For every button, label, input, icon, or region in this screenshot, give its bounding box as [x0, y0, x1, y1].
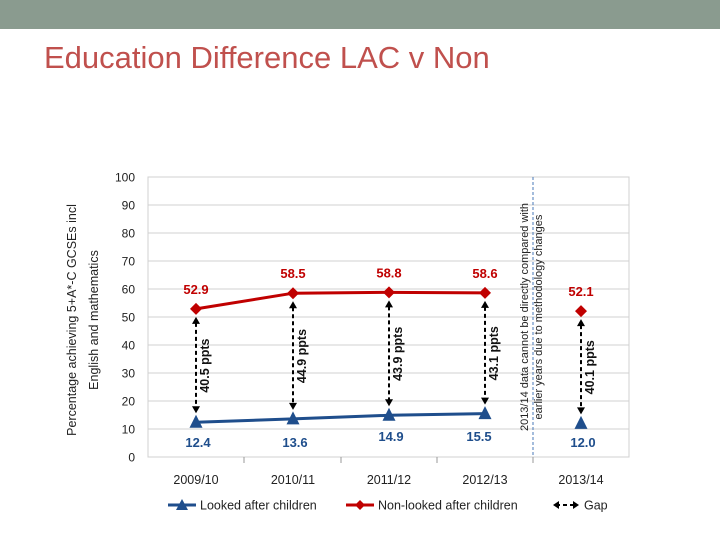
- lac-point: [286, 411, 300, 425]
- y-tick-label: 80: [122, 227, 136, 241]
- legend-non-lac-label: Non-looked after children: [378, 499, 518, 513]
- y-tick-label: 50: [122, 311, 136, 325]
- y-axis-title-line: Percentage achieving 5+A*-C GCSEs incl: [65, 204, 79, 436]
- gap-arrow-head-down: [385, 399, 393, 407]
- legend-non-lac-marker: [355, 500, 365, 510]
- y-tick-label: 70: [122, 255, 136, 269]
- y-axis-title-line: English and mathematics: [87, 250, 101, 390]
- x-tick-label: 2010/11: [271, 473, 315, 487]
- lac-data-label: 12.4: [185, 435, 211, 450]
- y-tick-label: 30: [122, 367, 136, 381]
- x-tick-label: 2013/14: [558, 473, 603, 487]
- y-tick-label: 20: [122, 395, 136, 409]
- gap-arrow-head-down: [192, 406, 200, 414]
- x-tick-label: 2012/13: [462, 473, 507, 487]
- gap-arrow-head-down: [481, 397, 489, 405]
- non-lac-data-label: 58.5: [280, 266, 305, 281]
- lac-point: [478, 406, 492, 420]
- gap-arrow-head-up: [385, 300, 393, 308]
- gap-arrow-head-down: [289, 402, 297, 410]
- non-lac-point: [287, 287, 299, 300]
- non-lac-data-label: 52.9: [183, 282, 208, 297]
- y-tick-label: 0: [128, 451, 135, 465]
- legend-gap-head-right: [573, 501, 579, 509]
- lac-point: [382, 407, 396, 421]
- gap-label: 40.1 ppts: [583, 340, 597, 394]
- y-tick-label: 40: [122, 339, 136, 353]
- lac-data-label: 15.5: [466, 429, 491, 444]
- legend-lac-marker: [176, 499, 188, 510]
- legend-gap-label: Gap: [584, 499, 608, 513]
- lac-series-line: [195, 412, 486, 424]
- gap-label: 43.9 ppts: [391, 327, 405, 381]
- non-lac-point: [479, 286, 491, 299]
- plot-border: [147, 176, 630, 458]
- lac-data-label: 12.0: [570, 435, 595, 450]
- methodology-annotation-line: earlier years due to methodology changes: [533, 214, 545, 419]
- gap-arrow-head-up: [192, 316, 200, 324]
- gap-arrow-head-up: [289, 301, 297, 309]
- x-tick-label: 2009/10: [173, 473, 218, 487]
- gap-label: 44.9 ppts: [295, 329, 309, 383]
- non-lac-data-label: 52.1: [568, 284, 593, 299]
- non-lac-point: [383, 286, 395, 299]
- methodology-annotation-line: 2013/14 data cannot be directly compared…: [519, 203, 531, 431]
- lac-point: [189, 414, 203, 428]
- gap-arrow-head-up: [481, 300, 489, 308]
- slide-title: Education Difference LAC v Non: [44, 40, 490, 75]
- gap-label: 40.5 ppts: [198, 338, 212, 392]
- non-lac-data-label: 58.8: [376, 265, 401, 280]
- top-bar: [0, 0, 720, 29]
- non-lac-point: [575, 305, 587, 318]
- legend-gap-head-left: [553, 501, 559, 509]
- y-tick-label: 60: [122, 283, 136, 297]
- gap-arrow-head-down: [577, 407, 585, 415]
- gap-label: 43.1 ppts: [487, 326, 501, 380]
- non-lac-series-line: [195, 290, 486, 311]
- y-tick-label: 90: [122, 199, 136, 213]
- gap-arrow-head-up: [577, 319, 585, 327]
- lac-data-label: 13.6: [282, 435, 307, 450]
- y-tick-label: 10: [122, 423, 136, 437]
- x-tick-label: 2011/12: [367, 473, 411, 487]
- y-tick-label: 100: [115, 171, 135, 185]
- legend-lac-label: Looked after children: [200, 499, 317, 513]
- non-lac-point: [190, 302, 202, 315]
- non-lac-data-label: 58.6: [472, 266, 497, 281]
- lac-data-label: 14.9: [378, 429, 403, 444]
- lac-point: [574, 415, 588, 429]
